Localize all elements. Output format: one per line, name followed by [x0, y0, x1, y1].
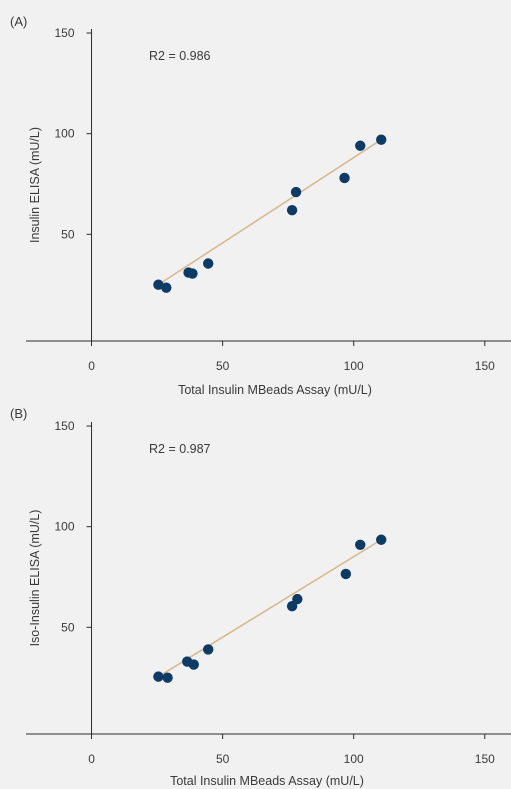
x-tick-label: 100 [344, 359, 364, 373]
x-tick-label: 150 [475, 359, 495, 373]
regression-line [157, 539, 382, 678]
x-tick-label: 0 [88, 359, 95, 373]
y-axis-label: Iso-Insulin ELISA (mU/L) [28, 510, 42, 647]
data-point [162, 672, 173, 683]
data-point [153, 671, 164, 682]
data-point [355, 539, 366, 550]
panel-label: (B) [10, 406, 27, 421]
x-tick-label: 100 [344, 752, 364, 766]
x-tick-label: 150 [475, 752, 495, 766]
data-point [340, 568, 352, 580]
data-point [187, 268, 198, 279]
y-tick-label: 50 [61, 227, 75, 241]
data-point [339, 172, 350, 184]
data-point [188, 659, 199, 670]
regression-line [157, 139, 382, 286]
y-tick-label: 50 [61, 620, 75, 634]
data-point [203, 644, 214, 655]
data-point [290, 186, 302, 198]
data-point [376, 134, 387, 145]
r-squared-annotation: R2 = 0.987 [149, 442, 211, 456]
chart-panel-a: (A) R2 = 0.986 Total Insulin MBeads Assa… [10, 14, 511, 397]
y-tick-label: 150 [55, 419, 75, 433]
y-axis-label: Insulin ELISA (mU/L) [28, 127, 42, 243]
data-point [286, 204, 298, 216]
data-point [376, 534, 387, 545]
data-point [203, 258, 214, 269]
data-point [292, 593, 303, 605]
y-tick-label: 100 [55, 127, 75, 141]
data-point [355, 140, 366, 151]
x-tick-label: 50 [216, 359, 230, 373]
data-point [153, 279, 164, 290]
x-tick-label: 0 [88, 752, 95, 766]
data-point [161, 282, 172, 293]
y-tick-label: 100 [55, 520, 75, 534]
panel-label: (A) [10, 14, 27, 29]
y-tick-label: 150 [55, 26, 75, 40]
x-axis-label: Total Insulin MBeads Assay (mU/L) [170, 774, 364, 788]
x-tick-label: 50 [216, 752, 230, 766]
x-axis-label: Total Insulin MBeads Assay (mU/L) [178, 383, 372, 397]
r-squared-annotation: R2 = 0.986 [149, 49, 211, 63]
chart-panel-b: (B) R2 = 0.987 Total Insulin MBeads Assa… [10, 406, 511, 788]
